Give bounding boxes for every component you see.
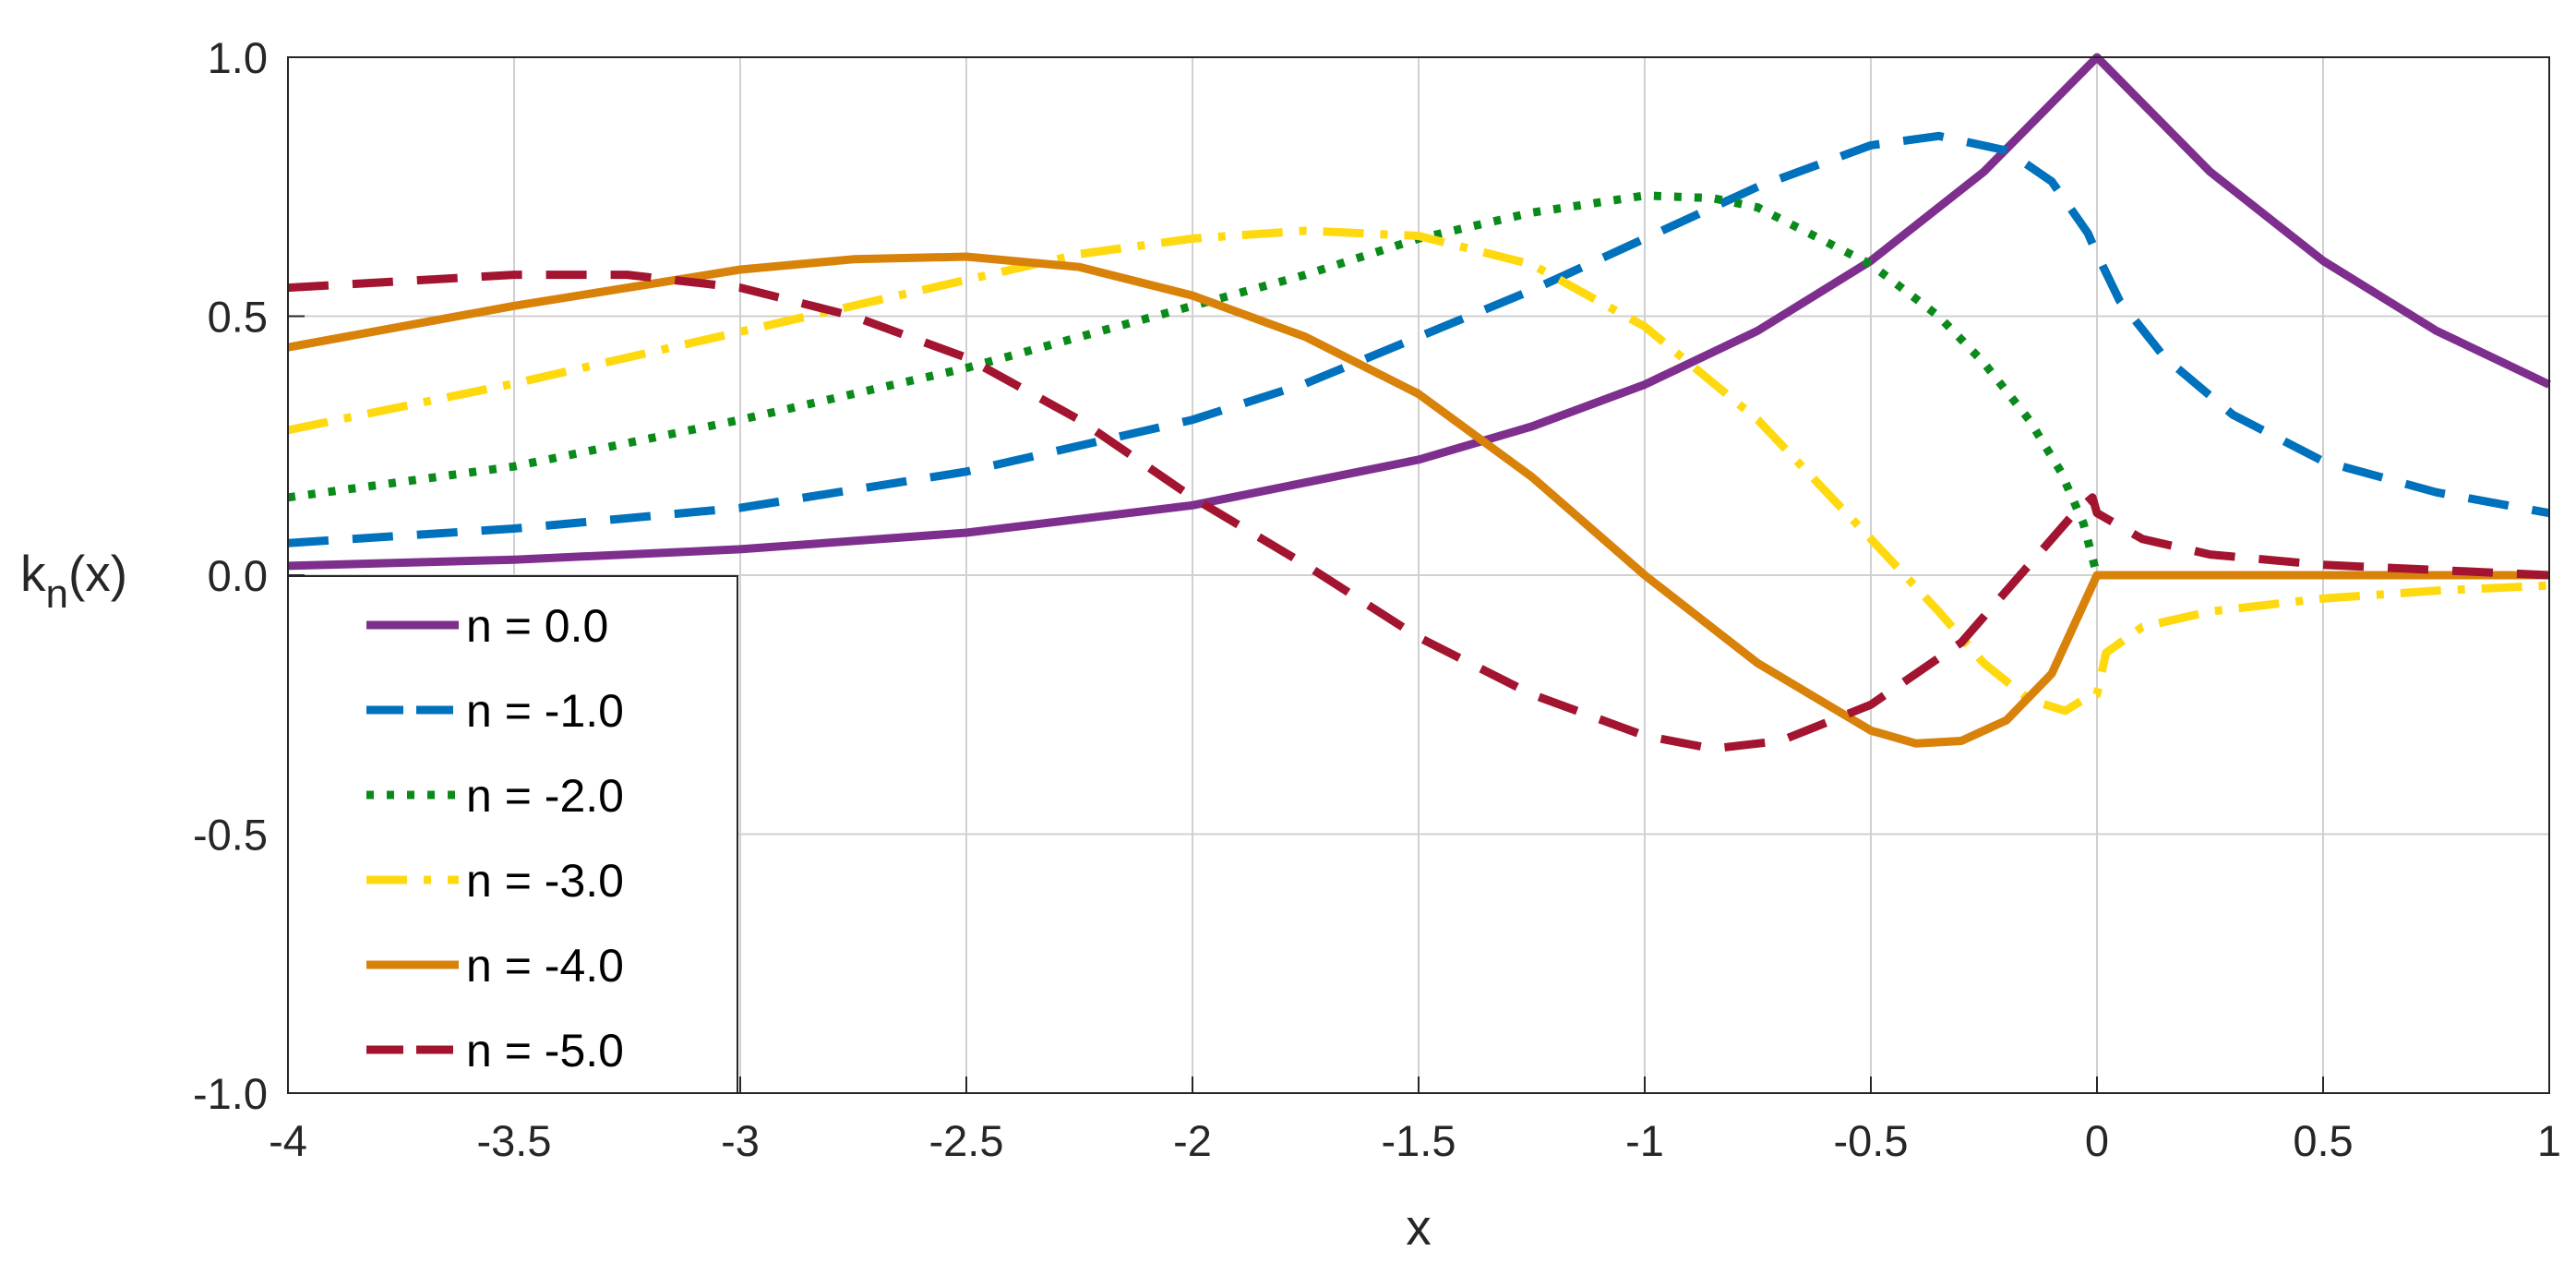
y-tick-label-0-5: 0.5: [208, 293, 268, 342]
x-tick-label--2-5: -2.5: [929, 1116, 1004, 1165]
legend-label-2: n = -1.0: [466, 685, 624, 737]
y-tick-label-1: 1.0: [208, 33, 268, 82]
x-tick-label-0-5: 0.5: [2293, 1116, 2353, 1165]
legend-label-6: n = -5.0: [466, 1025, 624, 1077]
x-tick-label-1: 1: [2537, 1116, 2561, 1165]
x-tick-label--3: -3: [721, 1116, 760, 1165]
series-layer: [287, 53, 2551, 753]
y-tick-label-0: 0.0: [208, 551, 268, 600]
x-tick-label--1-5: -1.5: [1382, 1116, 1456, 1165]
x-tick-label--0-5: -0.5: [1834, 1116, 1909, 1165]
y-axis-label-suffix: (x): [68, 545, 127, 602]
x-tick-label--1: -1: [1625, 1116, 1664, 1165]
x-axis-label: x: [1406, 1198, 1432, 1256]
x-tick-label--4: -4: [269, 1116, 307, 1165]
legend: n = 0.0 n = -1.0 n = -2.0 n = -3.0 n = -4.0 n…: [287, 575, 738, 1094]
series-line-5: [287, 252, 2549, 748]
x-tick-label--3-5: -3.5: [477, 1116, 552, 1165]
legend-label-5: n = -4.0: [466, 940, 624, 992]
tick-labels: -4 -3.5 -3 -2.5 -2 -1.5 -1 -0.5 0 0.5 1 1.0 0.5 0.0 -0…: [193, 33, 2561, 1165]
y-axis-label-main: k: [20, 545, 46, 602]
legend-label-1: n = 0.0: [466, 600, 608, 652]
series-line-3: [287, 191, 2549, 580]
y-tick-label--1: -1.0: [193, 1069, 268, 1118]
x-tick-label--2: -2: [1173, 1116, 1212, 1165]
series-line-6: [287, 271, 2550, 753]
y-tick-label--0-5: -0.5: [193, 811, 268, 860]
y-axis-label: kn(x): [20, 545, 127, 617]
x-tick-label-0: 0: [2085, 1116, 2109, 1165]
series-line-1: [287, 53, 2551, 571]
y-axis-label-subscript: n: [46, 571, 68, 617]
legend-label-3: n = -2.0: [466, 770, 624, 822]
legend-box: [287, 575, 738, 1094]
series-line-2: [287, 131, 2550, 547]
series-line-4: [287, 226, 2550, 716]
legend-label-4: n = -3.0: [466, 855, 624, 907]
